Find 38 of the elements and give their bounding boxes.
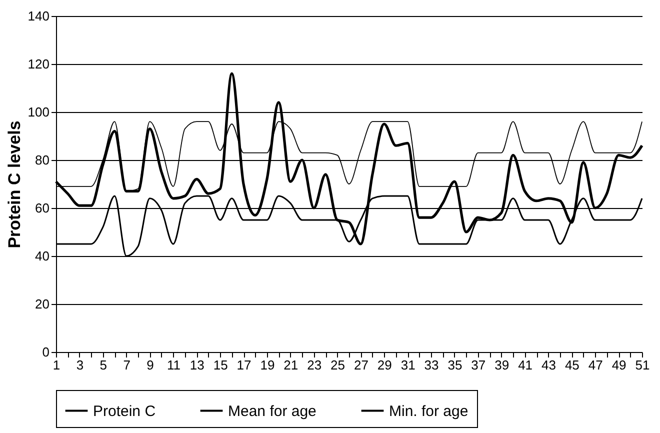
legend-label: Mean for age xyxy=(228,402,316,420)
legend-label: Protein C xyxy=(93,402,156,420)
y-tick-label: 0 xyxy=(42,344,50,360)
y-tick-label: 40 xyxy=(35,248,50,264)
y-tick-label: 120 xyxy=(28,56,50,72)
x-tick-label: 27 xyxy=(354,358,368,372)
x-tick-label: 33 xyxy=(424,358,439,372)
x-tick-label: 1 xyxy=(52,358,60,372)
y-tick-label: 100 xyxy=(28,104,50,120)
x-tick-label: 15 xyxy=(213,358,228,372)
x-tick-label: 7 xyxy=(123,358,130,372)
x-tick-label: 51 xyxy=(635,358,650,372)
x-tick-label: 43 xyxy=(542,358,556,372)
y-tick-label: 140 xyxy=(28,8,50,24)
x-tick-label: 17 xyxy=(236,358,252,372)
x-tick-label: 39 xyxy=(494,358,510,372)
x-tick-label: 21 xyxy=(284,358,298,372)
y-tick-label: 20 xyxy=(35,296,50,312)
x-tick-label: 11 xyxy=(166,358,180,372)
x-tick-label: 5 xyxy=(100,358,107,372)
y-axis-title: Protein C levels xyxy=(4,120,24,248)
x-tick-label: 3 xyxy=(76,358,84,372)
x-tick-label: 25 xyxy=(330,358,346,372)
x-tick-label: 9 xyxy=(146,358,154,372)
x-tick-label: 13 xyxy=(190,358,204,372)
x-tick-label: 49 xyxy=(612,358,626,372)
x-tick-label: 47 xyxy=(588,358,603,372)
x-tick-label: 23 xyxy=(307,358,322,372)
x-tick-label: 31 xyxy=(400,358,416,372)
x-tick-label: 29 xyxy=(377,358,392,372)
y-tick-label: 60 xyxy=(35,200,50,216)
x-tick-label: 41 xyxy=(518,358,533,372)
x-tick-label: 19 xyxy=(260,358,275,372)
x-tick-label: 45 xyxy=(564,358,580,372)
legend-label: Min. for age xyxy=(389,402,468,420)
x-tick-label: 37 xyxy=(471,358,486,372)
x-tick-label: 35 xyxy=(448,358,462,372)
y-tick-label: 80 xyxy=(35,152,50,168)
